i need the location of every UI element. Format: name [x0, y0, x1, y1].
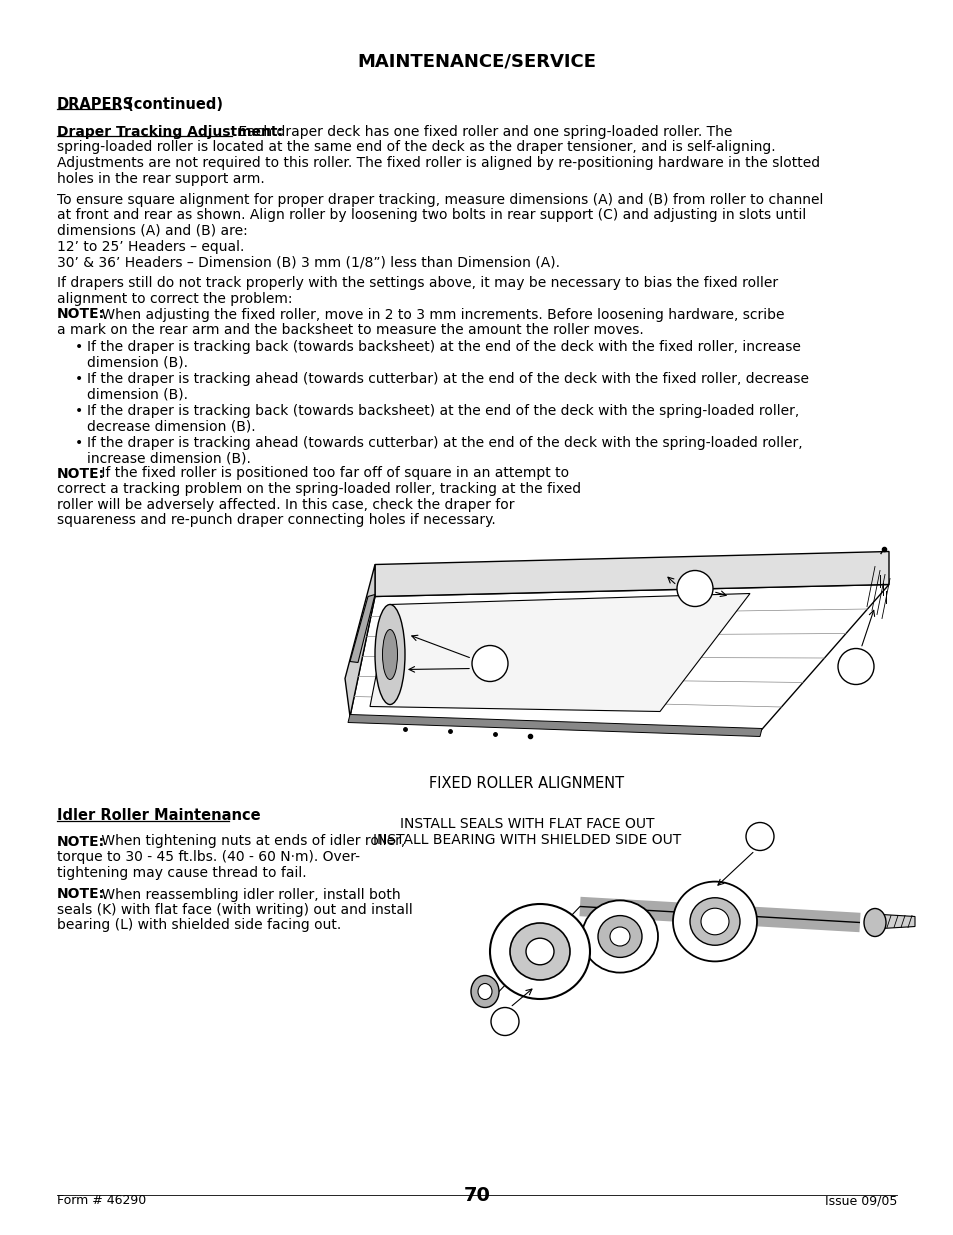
- Text: NOTE:: NOTE:: [57, 467, 105, 480]
- Text: (continued): (continued): [122, 98, 223, 112]
- Text: at front and rear as shown. Align roller by loosening two bolts in rear support : at front and rear as shown. Align roller…: [57, 209, 805, 222]
- Polygon shape: [348, 715, 761, 736]
- Text: INSTALL BEARING WITH SHIELDED SIDE OUT: INSTALL BEARING WITH SHIELDED SIDE OUT: [373, 832, 680, 846]
- Text: torque to 30 - 45 ft.lbs. (40 - 60 N·m). Over-: torque to 30 - 45 ft.lbs. (40 - 60 N·m).…: [57, 850, 359, 864]
- Text: Form # 46290: Form # 46290: [57, 1194, 146, 1207]
- Text: holes in the rear support arm.: holes in the rear support arm.: [57, 172, 265, 185]
- Text: •: •: [75, 436, 83, 451]
- Text: 12’ to 25’ Headers – equal.: 12’ to 25’ Headers – equal.: [57, 240, 244, 253]
- Text: Each draper deck has one fixed roller and one spring-loaded roller. The: Each draper deck has one fixed roller an…: [233, 125, 732, 140]
- Text: When tightening nuts at ends of idler roller,: When tightening nuts at ends of idler ro…: [97, 835, 405, 848]
- Text: C: C: [851, 659, 860, 673]
- Text: NOTE:: NOTE:: [57, 888, 105, 902]
- Text: If the fixed roller is positioned too far off of square in an attempt to: If the fixed roller is positioned too fa…: [97, 467, 569, 480]
- Ellipse shape: [375, 604, 405, 704]
- Text: dimensions (A) and (B) are:: dimensions (A) and (B) are:: [57, 224, 248, 238]
- Text: B: B: [690, 582, 699, 595]
- Polygon shape: [350, 594, 375, 662]
- Text: squareness and re-punch draper connecting holes if necessary.: squareness and re-punch draper connectin…: [57, 513, 496, 527]
- Text: Idler Roller Maintenance: Idler Roller Maintenance: [57, 809, 260, 824]
- Text: •: •: [75, 405, 83, 419]
- Text: dimension (B).: dimension (B).: [87, 388, 188, 403]
- Text: A: A: [485, 657, 494, 671]
- Ellipse shape: [863, 909, 885, 936]
- Polygon shape: [882, 914, 914, 929]
- Text: decrease dimension (B).: decrease dimension (B).: [87, 420, 255, 433]
- Text: correct a tracking problem on the spring-loaded roller, tracking at the fixed: correct a tracking problem on the spring…: [57, 482, 580, 496]
- Text: tightening may cause thread to fail.: tightening may cause thread to fail.: [57, 866, 306, 879]
- Text: •: •: [75, 373, 83, 387]
- Text: NOTE:: NOTE:: [57, 308, 105, 321]
- Text: K: K: [500, 1015, 509, 1028]
- Ellipse shape: [609, 927, 629, 946]
- Ellipse shape: [382, 630, 397, 679]
- Ellipse shape: [672, 882, 757, 961]
- Ellipse shape: [598, 915, 641, 957]
- Text: Draper Tracking Adjustment:: Draper Tracking Adjustment:: [57, 125, 283, 140]
- Text: DRAPERS: DRAPERS: [57, 98, 134, 112]
- Text: If drapers still do not track properly with the settings above, it may be necess: If drapers still do not track properly w…: [57, 277, 778, 290]
- Ellipse shape: [477, 983, 492, 999]
- Text: spring-loaded roller is located at the same end of the deck as the draper tensio: spring-loaded roller is located at the s…: [57, 141, 775, 154]
- Text: If the draper is tracking ahead (towards cutterbar) at the end of the deck with : If the draper is tracking ahead (towards…: [87, 436, 801, 451]
- Text: To ensure square alignment for proper draper tracking, measure dimensions (A) an: To ensure square alignment for proper dr…: [57, 193, 822, 207]
- Ellipse shape: [525, 939, 554, 965]
- Polygon shape: [370, 594, 749, 711]
- Text: 30’ & 36’ Headers – Dimension (B) 3 mm (1/8”) less than Dimension (A).: 30’ & 36’ Headers – Dimension (B) 3 mm (…: [57, 254, 559, 269]
- Circle shape: [677, 571, 712, 606]
- Text: Adjustments are not required to this roller. The fixed roller is aligned by re-p: Adjustments are not required to this rol…: [57, 156, 820, 170]
- Text: increase dimension (B).: increase dimension (B).: [87, 452, 251, 466]
- Ellipse shape: [490, 904, 589, 999]
- Ellipse shape: [471, 976, 498, 1008]
- Text: 70: 70: [463, 1186, 490, 1205]
- Circle shape: [491, 1008, 518, 1035]
- Polygon shape: [350, 584, 888, 731]
- Polygon shape: [345, 564, 375, 716]
- Ellipse shape: [510, 923, 569, 981]
- Text: dimension (B).: dimension (B).: [87, 356, 188, 370]
- Text: If the draper is tracking back (towards backsheet) at the end of the deck with t: If the draper is tracking back (towards …: [87, 341, 800, 354]
- Text: When reassembling idler roller, install both: When reassembling idler roller, install …: [97, 888, 400, 902]
- Text: When adjusting the fixed roller, move in 2 to 3 mm increments. Before loosening : When adjusting the fixed roller, move in…: [97, 308, 783, 321]
- Text: FIXED ROLLER ALIGNMENT: FIXED ROLLER ALIGNMENT: [429, 777, 624, 792]
- Ellipse shape: [689, 898, 740, 945]
- Text: bearing (L) with shielded side facing out.: bearing (L) with shielded side facing ou…: [57, 919, 341, 932]
- Text: L: L: [756, 830, 762, 844]
- Text: alignment to correct the problem:: alignment to correct the problem:: [57, 291, 293, 306]
- Text: roller will be adversely affected. In this case, check the draper for: roller will be adversely affected. In th…: [57, 498, 514, 511]
- Text: a mark on the rear arm and the backsheet to measure the amount the roller moves.: a mark on the rear arm and the backsheet…: [57, 324, 643, 337]
- Circle shape: [837, 648, 873, 684]
- Text: •: •: [75, 341, 83, 354]
- Text: If the draper is tracking ahead (towards cutterbar) at the end of the deck with : If the draper is tracking ahead (towards…: [87, 373, 808, 387]
- Text: NOTE:: NOTE:: [57, 835, 105, 848]
- Ellipse shape: [581, 900, 658, 973]
- Circle shape: [472, 646, 507, 682]
- Text: MAINTENANCE/SERVICE: MAINTENANCE/SERVICE: [357, 53, 596, 70]
- Text: Issue 09/05: Issue 09/05: [823, 1194, 896, 1207]
- Text: INSTALL SEALS WITH FLAT FACE OUT: INSTALL SEALS WITH FLAT FACE OUT: [399, 816, 654, 830]
- Ellipse shape: [700, 908, 728, 935]
- Text: seals (K) with flat face (with writing) out and install: seals (K) with flat face (with writing) …: [57, 903, 413, 918]
- Circle shape: [745, 823, 773, 851]
- Polygon shape: [375, 552, 888, 597]
- Text: If the draper is tracking back (towards backsheet) at the end of the deck with t: If the draper is tracking back (towards …: [87, 405, 799, 419]
